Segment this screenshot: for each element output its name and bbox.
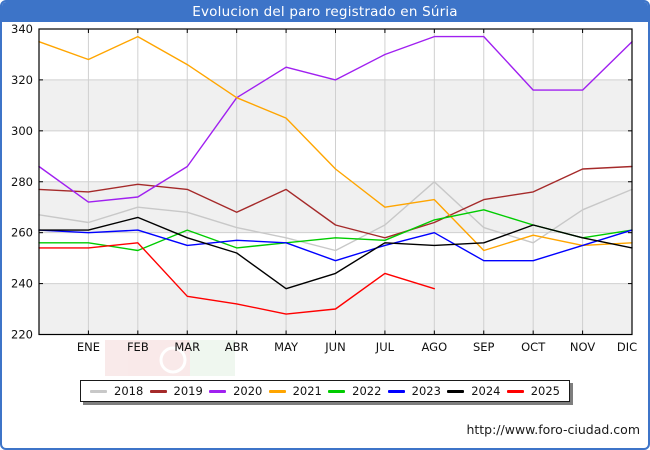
legend-swatch-2022	[328, 389, 346, 393]
legend-item-2024: 2024	[447, 384, 500, 398]
x-tick-label: ENE	[77, 340, 100, 354]
series-line-2023	[38, 229, 633, 262]
legend: 2018 2019 2020 2021 2022 2023 2024 2025	[80, 380, 570, 402]
y-tick-label: 320	[11, 73, 33, 87]
legend-swatch-2019	[149, 389, 167, 393]
series-line-2020	[38, 35, 633, 203]
legend-item-2025: 2025	[506, 384, 560, 398]
series-line-2018	[38, 181, 633, 252]
y-tick-label: 220	[11, 328, 33, 342]
series-line-2024	[38, 216, 633, 290]
legend-label: 2019	[173, 384, 203, 398]
x-tick-label: DIC	[617, 340, 637, 354]
legend-item-2021: 2021	[268, 384, 322, 398]
legend-label: 2023	[411, 384, 441, 398]
series-line-2025	[38, 242, 435, 315]
legend-item-2020: 2020	[209, 384, 262, 398]
legend-label: 2020	[233, 384, 263, 398]
x-tick-label: ABR	[225, 340, 249, 354]
legend-swatch-2021	[268, 389, 286, 393]
legend-item-2018: 2018	[90, 384, 143, 398]
y-tick-label: 340	[11, 22, 33, 36]
legend-swatch-2024	[447, 389, 465, 393]
series-line-2019	[38, 165, 633, 239]
x-tick-label: MAY	[274, 340, 299, 354]
legend-swatch-2025	[506, 389, 524, 393]
y-tick-label: 300	[11, 124, 33, 138]
y-tick-label: 240	[11, 277, 33, 291]
x-tick-label: NOV	[570, 340, 595, 354]
x-tick-label: JUN	[324, 340, 345, 354]
legend-label: 2024	[471, 384, 501, 398]
y-tick-label: 260	[11, 226, 33, 240]
x-tick-label: AGO	[422, 340, 448, 354]
legend-item-2022: 2022	[328, 384, 381, 398]
legend-item-2023: 2023	[387, 384, 441, 398]
series-line-2021	[38, 35, 633, 252]
watermark-emblem	[105, 340, 235, 376]
chart-title: Evolucion del paro registrado en Súria	[192, 4, 458, 20]
x-tick-label: MAR	[174, 340, 200, 354]
footer-url[interactable]: http://www.foro-ciudad.com	[466, 422, 640, 437]
legend-label: 2018	[114, 384, 144, 398]
legend-item-2019: 2019	[149, 384, 203, 398]
y-tick-label: 280	[11, 175, 33, 189]
legend-label: 2021	[292, 384, 322, 398]
x-tick-label: FEB	[127, 340, 149, 354]
legend-label: 2022	[352, 384, 382, 398]
x-tick-label: SEP	[473, 340, 495, 354]
plot-frame	[38, 28, 633, 336]
legend-label: 2025	[530, 384, 560, 398]
legend-swatch-2020	[209, 389, 227, 393]
x-tick-label: OCT	[521, 340, 546, 354]
legend-swatch-2018	[90, 389, 107, 393]
legend-swatch-2023	[387, 389, 405, 393]
x-tick-label: JUL	[375, 340, 395, 354]
title-bar: Evolucion del paro registrado en Súria	[2, 2, 648, 22]
